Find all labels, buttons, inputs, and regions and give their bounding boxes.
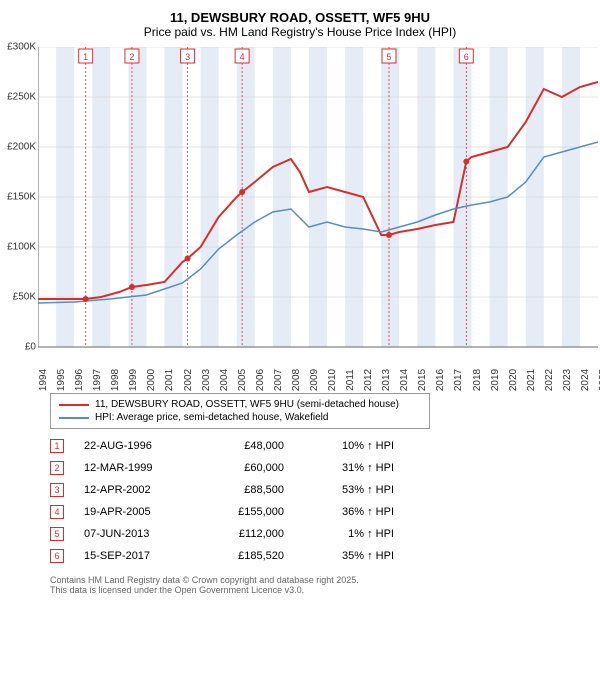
x-tick-label: 2023 <box>562 369 573 391</box>
row-pct: 10% ↑ HPI <box>304 440 394 452</box>
row-date: 22-AUG-1996 <box>84 440 184 452</box>
x-tick-label: 2004 <box>219 369 230 391</box>
row-pct: 1% ↑ HPI <box>304 528 394 540</box>
chart-subtitle: Price paid vs. HM Land Registry's House … <box>10 25 590 39</box>
row-price: £48,000 <box>204 440 284 452</box>
x-tick-label: 2001 <box>164 369 175 391</box>
x-tick-label: 2002 <box>183 369 194 391</box>
x-tick-label: 2008 <box>291 369 302 391</box>
x-tick-label: 2020 <box>508 369 519 391</box>
x-tick-label: 2000 <box>146 369 157 391</box>
x-tick-label: 2005 <box>237 369 248 391</box>
svg-text:2: 2 <box>129 52 134 62</box>
row-price: £112,000 <box>204 528 284 540</box>
x-tick-label: 2006 <box>255 369 266 391</box>
table-row: 2 12-MAR-1999 £60,000 31% ↑ HPI <box>50 457 590 479</box>
x-tick-label: 2010 <box>327 369 338 391</box>
footer-line1: Contains HM Land Registry data © Crown c… <box>50 575 590 585</box>
x-tick-label: 1995 <box>56 369 67 391</box>
row-pct: 35% ↑ HPI <box>304 550 394 562</box>
footer-line2: This data is licensed under the Open Gov… <box>50 585 590 595</box>
table-row: 4 19-APR-2005 £155,000 36% ↑ HPI <box>50 501 590 523</box>
row-pct: 36% ↑ HPI <box>304 506 394 518</box>
x-tick-label: 2011 <box>345 369 356 391</box>
chart-svg: 1 2 3 4 5 6 <box>38 47 598 387</box>
legend-label: HPI: Average price, semi-detached house,… <box>95 412 328 423</box>
legend: 11, DEWSBURY ROAD, OSSETT, WF5 9HU (semi… <box>50 393 430 429</box>
y-tick-label: £0 <box>25 342 36 353</box>
x-tick-label: 2021 <box>526 369 537 391</box>
table-row: 5 07-JUN-2013 £112,000 1% ↑ HPI <box>50 523 590 545</box>
x-tick-label: 2013 <box>381 369 392 391</box>
x-tick-label: 2018 <box>472 369 483 391</box>
svg-text:6: 6 <box>464 52 469 62</box>
row-date: 12-MAR-1999 <box>84 462 184 474</box>
legend-swatch <box>59 417 89 419</box>
row-price: £88,500 <box>204 484 284 496</box>
y-tick-label: £50K <box>13 292 36 303</box>
x-tick-label: 2015 <box>417 369 428 391</box>
row-date: 07-JUN-2013 <box>84 528 184 540</box>
x-tick-label: 1998 <box>110 369 121 391</box>
svg-text:3: 3 <box>185 52 190 62</box>
y-tick-label: £150K <box>7 192 36 203</box>
legend-label: 11, DEWSBURY ROAD, OSSETT, WF5 9HU (semi… <box>95 399 399 410</box>
row-price: £60,000 <box>204 462 284 474</box>
y-tick-label: £250K <box>7 92 36 103</box>
footer: Contains HM Land Registry data © Crown c… <box>50 575 590 595</box>
svg-text:1: 1 <box>83 52 88 62</box>
x-tick-label: 2012 <box>363 369 374 391</box>
chart-container: 11, DEWSBURY ROAD, OSSETT, WF5 9HU Price… <box>0 0 600 680</box>
row-price: £155,000 <box>204 506 284 518</box>
row-marker: 3 <box>50 483 64 497</box>
row-date: 15-SEP-2017 <box>84 550 184 562</box>
x-tick-label: 2003 <box>201 369 212 391</box>
y-axis: £0£50K£100K£150K£200K£250K£300K <box>10 47 38 347</box>
x-tick-label: 1994 <box>38 369 49 391</box>
x-tick-label: 2007 <box>273 369 284 391</box>
row-date: 12-APR-2002 <box>84 484 184 496</box>
row-marker: 5 <box>50 527 64 541</box>
legend-item: HPI: Average price, semi-detached house,… <box>59 411 421 424</box>
chart-area: 123456 £0£50K£100K£150K£200K£250K£300K 1… <box>38 47 598 387</box>
x-tick-label: 1996 <box>74 369 85 391</box>
transactions-table: 1 22-AUG-1996 £48,000 10% ↑ HPI 2 12-MAR-1999… <box>50 435 590 567</box>
svg-text:4: 4 <box>240 52 245 62</box>
x-tick-label: 2022 <box>544 369 555 391</box>
x-tick-label: 2024 <box>580 369 591 391</box>
x-tick-label: 2017 <box>453 369 464 391</box>
table-row: 1 22-AUG-1996 £48,000 10% ↑ HPI <box>50 435 590 457</box>
x-axis: 1994 1995 1996 1997 1998 1999 2000 2001 2002 2003… <box>38 352 598 392</box>
x-tick-label: 2016 <box>435 369 446 391</box>
y-tick-label: £300K <box>7 42 36 53</box>
svg-text:5: 5 <box>386 52 391 62</box>
x-tick-label: 2019 <box>490 369 501 391</box>
x-tick-label: 2009 <box>309 369 320 391</box>
row-marker: 6 <box>50 549 64 563</box>
table-row: 3 12-APR-2002 £88,500 53% ↑ HPI <box>50 479 590 501</box>
row-date: 19-APR-2005 <box>84 506 184 518</box>
row-pct: 31% ↑ HPI <box>304 462 394 474</box>
y-tick-label: £200K <box>7 142 36 153</box>
row-price: £185,520 <box>204 550 284 562</box>
row-marker: 1 <box>50 439 64 453</box>
table-row: 6 15-SEP-2017 £185,520 35% ↑ HPI <box>50 545 590 567</box>
row-marker: 2 <box>50 461 64 475</box>
x-tick-label: 1997 <box>92 369 103 391</box>
chart-title: 11, DEWSBURY ROAD, OSSETT, WF5 9HU <box>10 10 590 25</box>
x-tick-label: 2014 <box>399 369 410 391</box>
y-tick-label: £100K <box>7 242 36 253</box>
x-tick-label: 1999 <box>128 369 139 391</box>
legend-item: 11, DEWSBURY ROAD, OSSETT, WF5 9HU (semi… <box>59 398 421 411</box>
legend-swatch <box>59 404 89 406</box>
row-marker: 4 <box>50 505 64 519</box>
row-pct: 53% ↑ HPI <box>304 484 394 496</box>
